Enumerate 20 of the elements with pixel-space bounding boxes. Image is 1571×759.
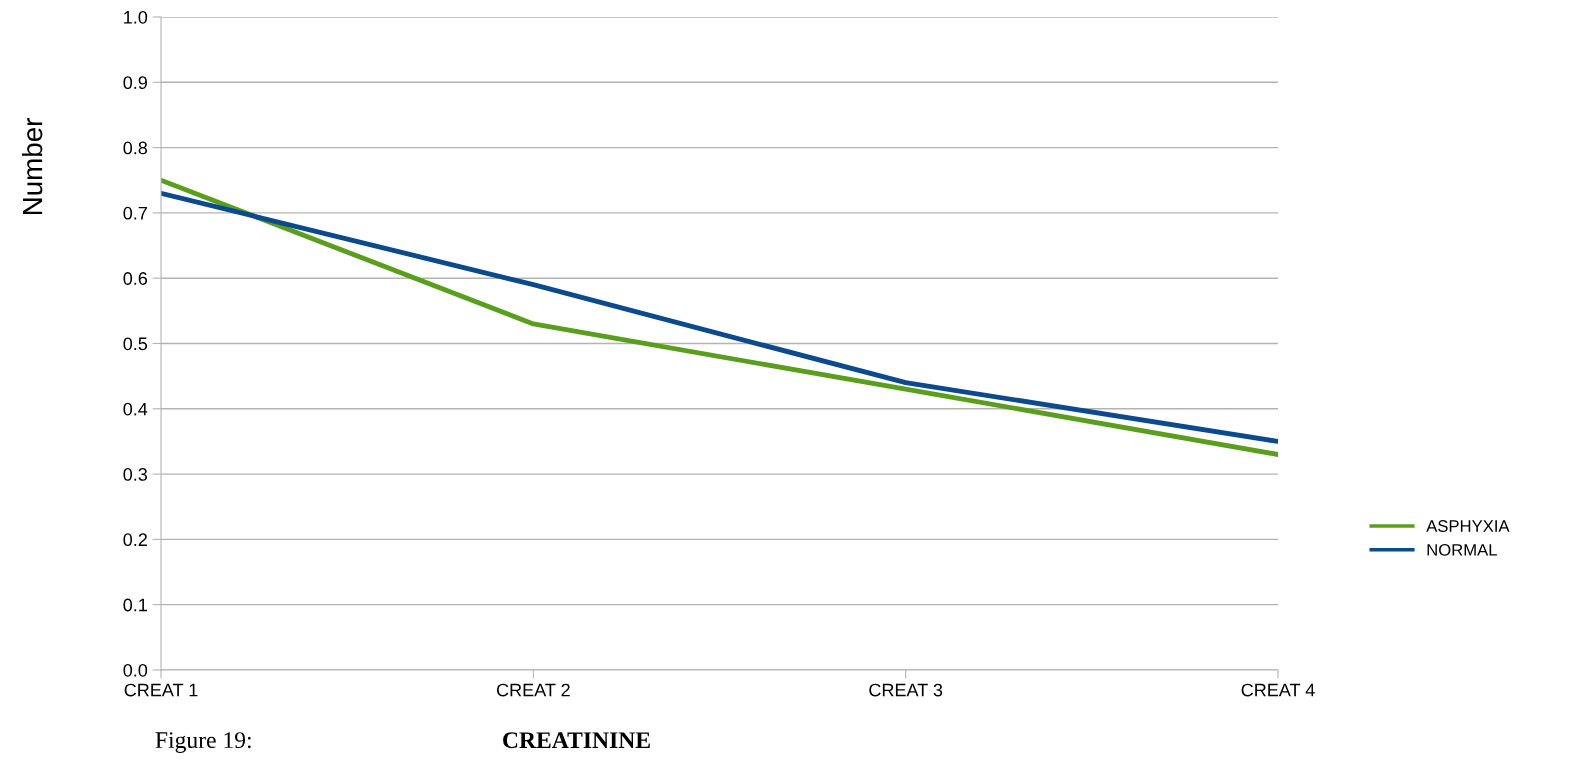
y-tick-label: 0.5	[123, 337, 148, 351]
text: CREATININE	[503, 732, 650, 749]
y-tick-label: 0.6	[123, 272, 148, 285]
legend-label: ASPHYXIA	[1426, 520, 1510, 532]
x-tick-label: CREAT 4	[1241, 683, 1315, 697]
y-tick-label: 0.1	[123, 598, 147, 612]
y-tick-label: 0.0	[123, 663, 148, 677]
y-tick-label: 0.2	[123, 533, 147, 547]
y-tick-label: 0.9	[123, 76, 147, 90]
x-tick-label: CREAT 2	[496, 683, 570, 697]
caption: Figure 19:	[155, 732, 251, 753]
x-tick-label: CREAT 1	[124, 683, 198, 697]
y-tick-label: 0.3	[123, 468, 148, 481]
y-tick-label: 0.4	[123, 402, 148, 416]
y-axis-title: Number	[21, 118, 43, 215]
x-tick-label: CREAT 3	[869, 683, 943, 697]
y-tick-label: 0.7	[123, 206, 147, 220]
legend-label: NORMAL	[1427, 543, 1497, 556]
y-tick-label: 1.0	[124, 10, 148, 24]
y-tick-label: 0.8	[123, 141, 148, 155]
